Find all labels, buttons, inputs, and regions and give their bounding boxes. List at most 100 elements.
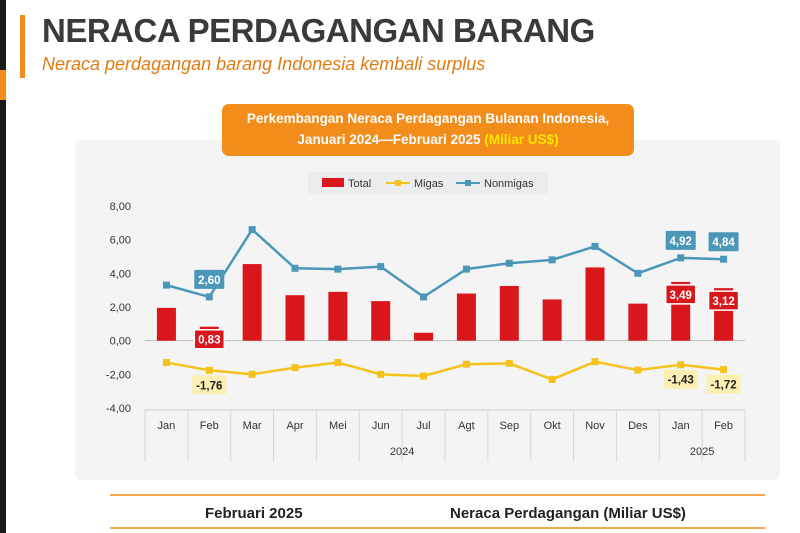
x-tick-label: Jan [158,420,176,432]
chart-panel [75,140,780,480]
nonmigas-point [377,263,385,271]
data-label: 3,12 [712,296,734,308]
page-subtitle: Neraca perdagangan barang Indonesia kemb… [42,54,486,74]
x-tick-label: Sep [499,420,519,432]
migas-point [205,366,213,374]
legend-marker-nonmigas [465,180,471,186]
data-label-box [192,375,227,395]
nonmigas-point [634,269,642,277]
chart-title-period: Januari 2024—Februari 2025 [297,132,481,147]
legend-label-nonmigas: Nonmigas [484,178,534,190]
migas-point [677,361,685,369]
x-tick-label: Mei [329,420,347,432]
x-tick-label: Apr [286,420,303,432]
data-label-box [707,290,740,311]
nonmigas-point [248,226,256,234]
chart-title-line2: Januari 2024—Februari 2025 (Miliar US$) [222,129,634,150]
legend-swatch-total [322,178,344,187]
data-label-box [708,232,739,252]
x-tick-label: Jun [372,420,390,432]
nonmigas-point [677,254,685,262]
footer-divider-bottom [110,527,765,529]
bar-total [156,307,176,341]
axis-layer: 8,00 6,00 4,00 2,00 0,00 -2,00 -4,00 Jan Feb Mar A… [106,201,746,462]
legend-label-migas: Migas [414,178,444,190]
migas-point [548,375,556,383]
y-tick-label: 2,00 [110,302,131,314]
chart-title-line1: Perkembangan Neraca Perdagangan Bulanan … [246,111,610,126]
data-labels-layer: 2,60 0,83 -1,76 4,92 4,84 3,49 3,12 -1,43 -1,72 [192,230,741,395]
x-tick-label: Des [628,420,648,432]
x-tick-label: Feb [714,420,733,432]
nonmigas-point [420,293,428,301]
data-label-box [706,374,741,394]
data-label-box [194,269,225,289]
bar-total [542,299,562,341]
data-label: 0,83 [198,335,220,347]
bar-total [328,291,348,341]
bars-layer [156,264,734,341]
data-label-box [664,284,697,305]
bar-total [285,295,305,341]
left-edge-bar [0,0,6,533]
migas-point [591,358,599,366]
y-tick-label: 4,00 [110,268,131,280]
x-tick-label: Feb [200,420,219,432]
data-label-box [193,328,226,350]
migas-point [720,366,728,374]
nonmigas-line [166,227,724,299]
nonmigas-point [162,281,170,289]
data-label: 4,84 [712,237,735,249]
y-tick-label: -4,00 [106,403,131,415]
x-tick-label: Okt [544,420,561,432]
legend-label-total: Total [348,178,371,190]
y-tick-label: 8,00 [110,201,131,213]
data-label: -1,43 [668,375,694,387]
bar-total [242,264,262,341]
nonmigas-point [548,256,556,264]
footer-metric-label: Neraca Perdagangan (Miliar US$) [450,505,686,522]
migas-point [462,360,470,368]
migas-point [505,359,513,367]
x-tick-label: Jan [672,420,690,432]
data-label: 3,49 [670,290,692,302]
bar-total [414,332,434,341]
page-title: NERACA PERDAGANGAN BARANG [42,12,595,49]
migas-point [162,359,170,367]
migas-point [291,364,299,372]
bar-total [499,285,519,341]
bar-total [371,301,391,341]
footer-divider-top [110,494,765,496]
bar-total [628,303,648,341]
chart-title-box: Perkembangan Neraca Perdagangan Bulanan … [222,104,634,156]
chart-title-unit: (Miliar US$) [484,132,559,147]
nonmigas-point [205,293,213,301]
nonmigas-point [462,265,470,273]
x-tick-label: Agt [458,420,475,432]
bar-total [456,293,476,341]
nonmigas-point [505,259,513,267]
footer-period-label: Februari 2025 [205,505,303,522]
nonmigas-point [720,255,728,263]
nonmigas-point [591,242,599,250]
lines-layer [162,226,728,383]
nonmigas-point [291,264,299,272]
data-label: -1,76 [196,380,222,392]
migas-line [166,360,724,381]
title-accent-bar [20,15,25,78]
data-label-box [663,369,698,389]
y-tick-label: 6,00 [110,235,131,247]
legend: Total Migas Nonmigas [308,172,548,194]
year-label: 2024 [390,446,414,458]
migas-point [334,359,342,367]
legend-background [308,172,548,194]
migas-point [377,370,385,378]
year-label: 2025 [690,446,714,458]
migas-point [248,370,256,378]
bar-total [585,267,605,341]
left-edge-accent [0,70,6,100]
migas-point [420,372,428,380]
data-label-box [665,230,696,250]
x-tick-label: Mar [243,420,262,432]
